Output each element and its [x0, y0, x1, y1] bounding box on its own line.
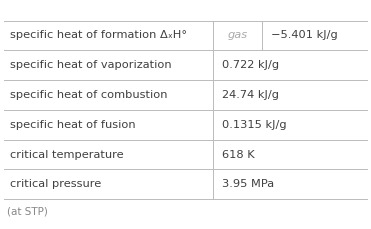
- Text: 3.95 MPa: 3.95 MPa: [222, 179, 274, 189]
- Text: specific heat of fusion: specific heat of fusion: [10, 120, 136, 130]
- Text: specific heat of combustion: specific heat of combustion: [10, 90, 168, 100]
- Text: gas: gas: [227, 30, 247, 41]
- Text: critical pressure: critical pressure: [10, 179, 102, 189]
- Text: specific heat of formation ΔₓH°: specific heat of formation ΔₓH°: [10, 30, 187, 41]
- Text: 0.722 kJ/g: 0.722 kJ/g: [222, 60, 279, 70]
- Text: critical temperature: critical temperature: [10, 150, 124, 160]
- Text: −5.401 kJ/g: −5.401 kJ/g: [271, 30, 338, 41]
- Text: (at STP): (at STP): [7, 206, 48, 216]
- Text: 0.1315 kJ/g: 0.1315 kJ/g: [222, 120, 287, 130]
- Text: 24.74 kJ/g: 24.74 kJ/g: [222, 90, 279, 100]
- Text: specific heat of vaporization: specific heat of vaporization: [10, 60, 172, 70]
- Text: 618 K: 618 K: [222, 150, 255, 160]
